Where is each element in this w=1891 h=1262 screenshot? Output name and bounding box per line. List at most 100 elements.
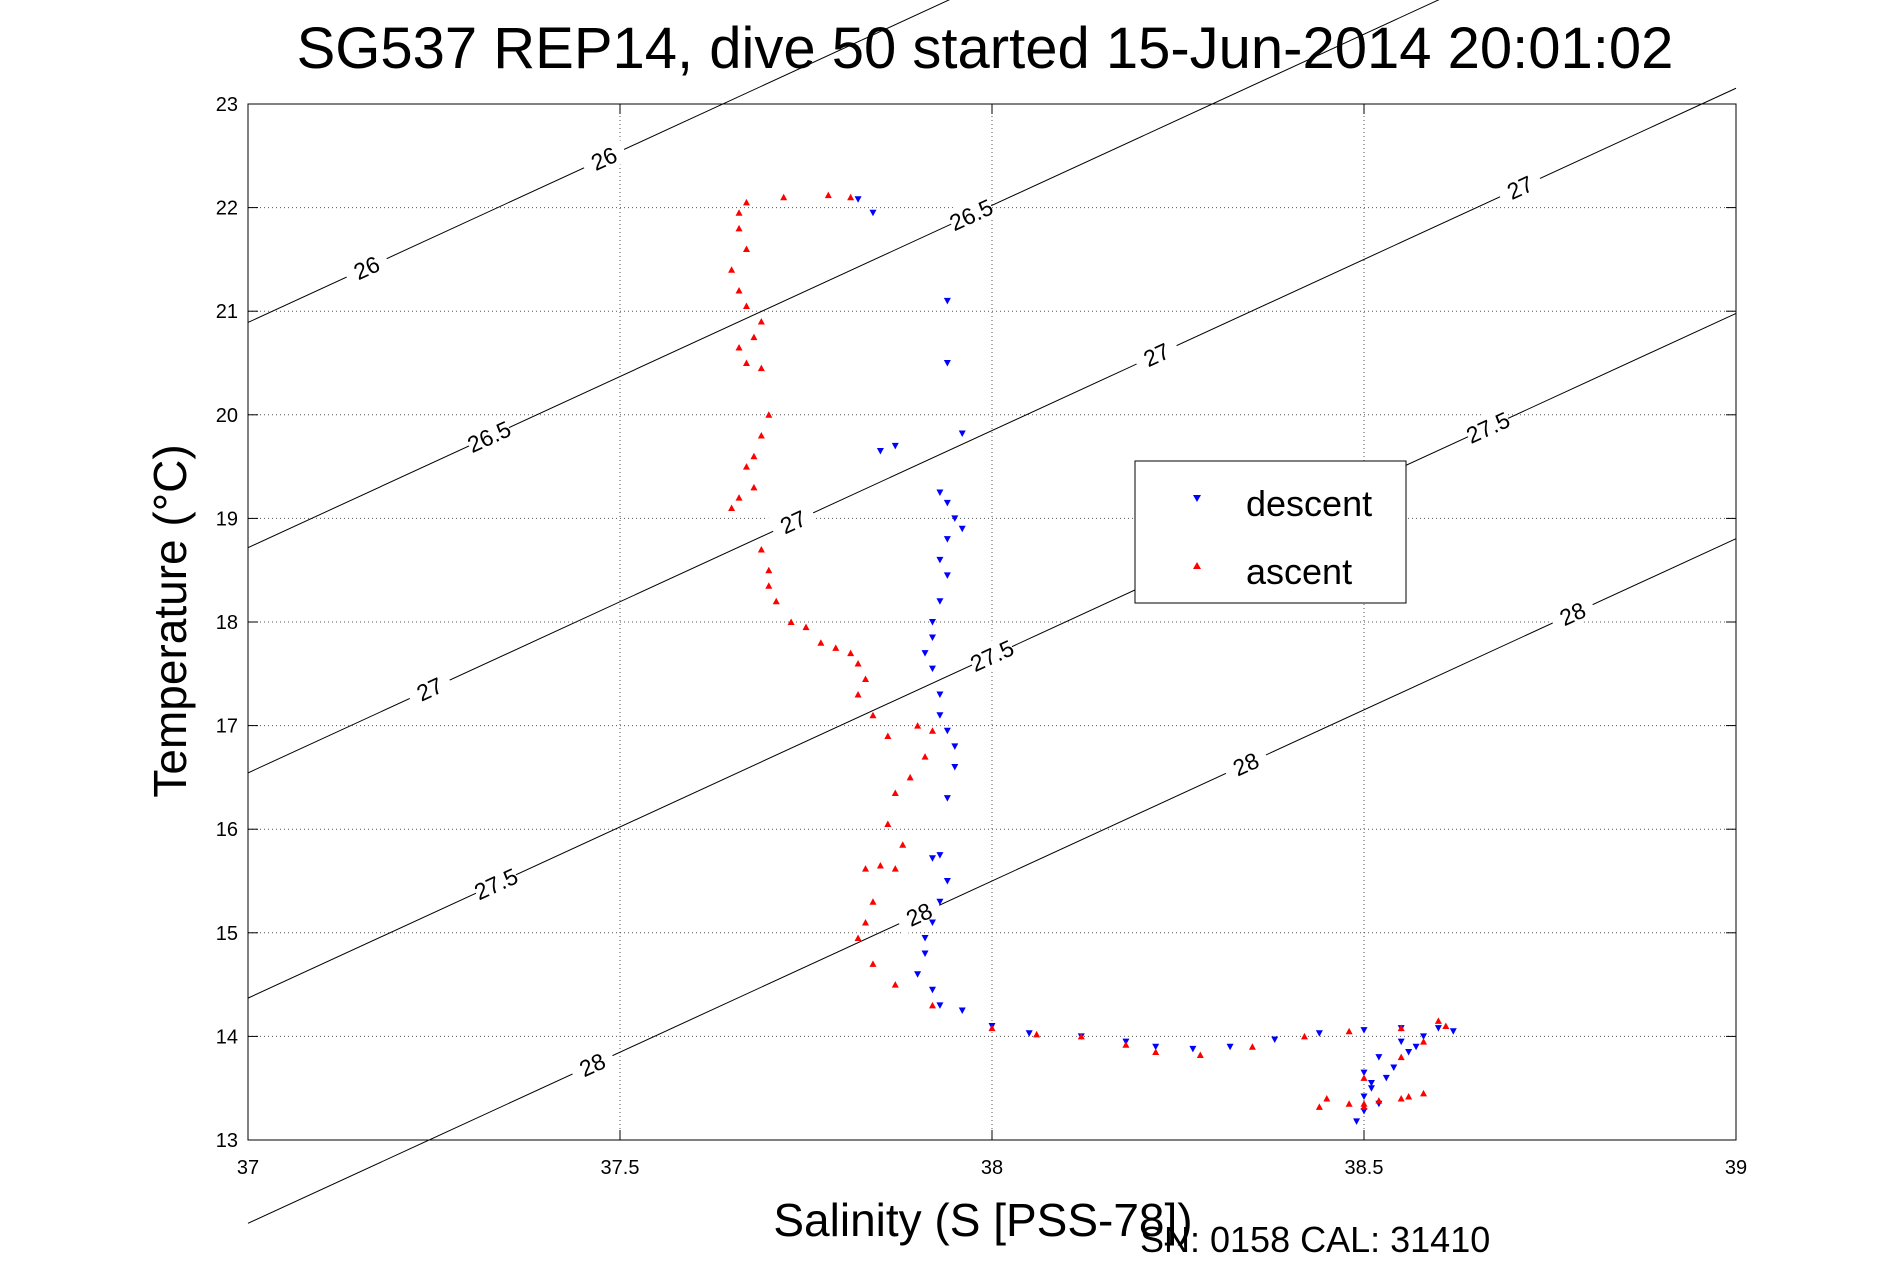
- legend-descent-marker: [1193, 495, 1201, 502]
- contour-label-bg: [1220, 742, 1271, 785]
- ascent-point: [757, 432, 765, 439]
- descent-point: [928, 986, 936, 994]
- ascent-point: [862, 918, 870, 926]
- contour-label-bg: [945, 193, 997, 236]
- descent-point: [943, 297, 951, 305]
- descent-point: [951, 764, 959, 771]
- ascent-point: [1300, 1032, 1308, 1040]
- y-tick-label: 13: [216, 1130, 238, 1152]
- ascent-point: [1397, 1095, 1405, 1102]
- sensor-footnote: SN: 0158 CAL: 31410: [1140, 1219, 1490, 1260]
- legend: descent ascent: [1134, 460, 1407, 604]
- contour-label-bg: [403, 667, 455, 710]
- ascent-point: [780, 193, 788, 201]
- ascent-point: [1442, 1022, 1450, 1030]
- descent-point: [943, 536, 951, 543]
- ascent-point: [1360, 1074, 1368, 1081]
- descent-point: [1397, 1038, 1405, 1046]
- descent-point: [891, 442, 899, 450]
- ascent-point: [757, 364, 765, 372]
- ascent-point: [1397, 1024, 1405, 1032]
- descent-point: [1449, 1028, 1457, 1035]
- descent-point: [1367, 1085, 1375, 1092]
- ascent-point: [757, 545, 765, 553]
- ascent-point: [1375, 1097, 1383, 1104]
- descent-point: [1375, 1054, 1383, 1061]
- y-tick-label: 20: [216, 405, 238, 427]
- ascent-point: [742, 359, 750, 366]
- legend-descent-label: descent: [1246, 483, 1372, 524]
- ascent-point: [1315, 1103, 1323, 1110]
- ascent-point: [1152, 1048, 1160, 1055]
- descent-point: [921, 934, 929, 942]
- descent-point: [1382, 1074, 1390, 1082]
- descent-point: [943, 499, 951, 507]
- ascent-point: [817, 639, 825, 646]
- chart-title: SG537 REP14, dive 50 started 15-Jun-2014…: [297, 16, 1674, 81]
- ascent-point: [1196, 1051, 1204, 1059]
- descent-point: [951, 515, 959, 522]
- y-tick-label: 16: [216, 819, 238, 841]
- ascent-point: [1434, 1017, 1442, 1024]
- contour-label-bg: [893, 892, 945, 935]
- x-tick-label: 39: [1725, 1157, 1747, 1179]
- descent-point: [921, 950, 929, 958]
- descent-point: [943, 727, 951, 735]
- ascent-point: [1360, 1103, 1368, 1110]
- ascent-point: [899, 841, 907, 848]
- ascent-point: [765, 411, 773, 418]
- ascent-point: [869, 898, 877, 905]
- ascent-point: [1420, 1089, 1428, 1097]
- ascent-point: [1323, 1095, 1331, 1102]
- descent-point: [1360, 1093, 1368, 1100]
- y-axis-label: Temperature (°C): [144, 444, 196, 797]
- ascent-point: [1033, 1030, 1041, 1038]
- descent-point: [936, 556, 944, 564]
- descent-point: [1360, 1027, 1368, 1034]
- legend-ascent-marker: [1193, 562, 1201, 569]
- descent-point: [928, 919, 936, 926]
- ascent-point: [1077, 1032, 1085, 1040]
- ascent-point: [854, 934, 862, 941]
- y-tick-label: 19: [216, 508, 238, 530]
- contour-label-bg: [966, 633, 1018, 676]
- descent-point: [1152, 1043, 1160, 1051]
- ascent-point: [869, 960, 877, 967]
- ascent-point: [1345, 1100, 1353, 1107]
- descent-point: [1226, 1043, 1234, 1051]
- descent-point: [1360, 1069, 1368, 1077]
- plot-area: 262626.526.52727272727.527.527.528282828…: [216, 0, 1747, 1224]
- ascent-point: [1405, 1092, 1413, 1100]
- axis-ticks: 37 37.5 38 38.5 39 13 14 15 16 17 18 19 20 21 22 23: [216, 94, 1747, 1179]
- ascent-point: [735, 343, 743, 351]
- descent-point: [928, 855, 936, 862]
- ascent-point: [757, 318, 765, 325]
- ascent-point: [750, 452, 758, 460]
- descent-point: [928, 634, 936, 642]
- descent-point: [936, 598, 944, 605]
- contour-label-bg: [566, 1042, 618, 1085]
- ascent-point: [728, 266, 736, 273]
- ascent-point: [914, 722, 922, 729]
- ascent-point: [742, 245, 750, 253]
- y-tick-label: 17: [216, 716, 238, 738]
- ascent-point: [854, 659, 862, 667]
- contour-label-bg: [767, 500, 819, 543]
- contour-label-bg: [1462, 405, 1514, 448]
- descent-point: [1420, 1033, 1428, 1040]
- descent-point: [943, 795, 951, 802]
- ascent-point: [765, 566, 773, 574]
- ascent-point: [772, 597, 780, 605]
- ascent-point: [891, 789, 899, 796]
- descent-point: [1315, 1030, 1323, 1037]
- density-contour-line: [247, 0, 951, 323]
- ascent-point: [891, 865, 899, 872]
- ascent-point: [802, 623, 810, 631]
- ascent-point: [735, 209, 743, 216]
- ascent-point: [832, 644, 840, 651]
- descent-point: [1367, 1080, 1375, 1087]
- y-tick-label: 14: [216, 1026, 238, 1048]
- descent-point: [943, 572, 951, 579]
- ascent-point: [1420, 1038, 1428, 1045]
- ascent-point: [735, 494, 743, 501]
